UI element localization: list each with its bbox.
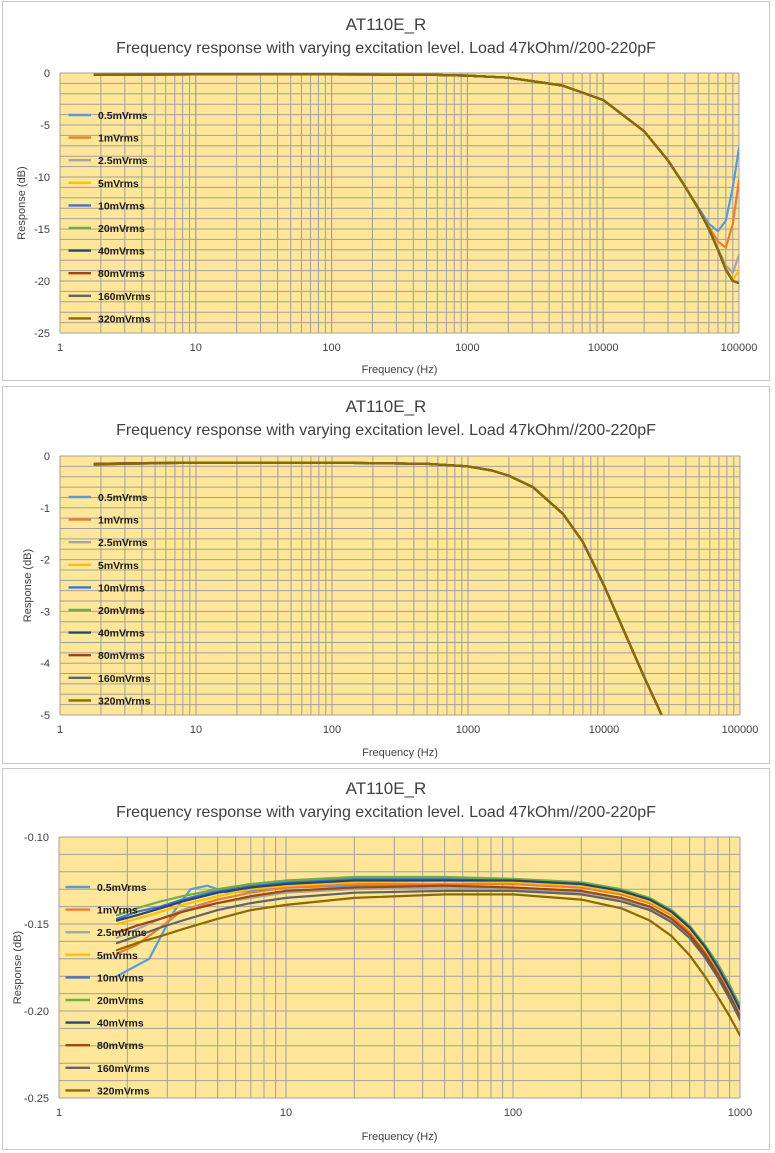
y-tick-label: -2 (40, 555, 50, 567)
y-axis-label: Response (dB) (12, 931, 24, 1004)
chart-title: AT110E_R (346, 779, 427, 798)
plot-area (60, 456, 740, 715)
x-tick-label: 100000 (721, 342, 758, 354)
series-line-160mVrms (115, 889, 740, 1021)
y-tick-label: -5 (40, 120, 50, 132)
legend-label: 80mVrms (98, 650, 145, 662)
legend-label: 5mVrms (98, 560, 139, 572)
x-tick-label: 10 (280, 1107, 292, 1119)
x-tick-label: 10000 (588, 342, 619, 354)
x-tick-label: 100 (323, 724, 341, 736)
legend-label: 0.5mVrms (98, 492, 148, 504)
x-axis-label: Frequency (Hz) (362, 364, 438, 376)
x-tick-label: 100 (504, 1107, 522, 1119)
series-group (115, 875, 740, 1037)
y-tick-label: -15 (34, 224, 50, 236)
legend-label: 20mVrms (98, 605, 145, 617)
x-tick-label: 1000 (456, 724, 480, 736)
x-tick-label: 10 (190, 724, 202, 736)
series-group (93, 73, 739, 285)
series-line-320mVrms (93, 461, 663, 715)
y-tick-label: -10 (34, 172, 50, 184)
chart-svg-2: AT110E_R Frequency response with varying … (22, 397, 759, 759)
legend-label: 5mVrms (97, 950, 138, 962)
chart-panel-3: AT110E_R Frequency response with varying … (2, 768, 770, 1150)
legend-label: 5mVrms (98, 178, 139, 190)
y-tick-label: -1 (40, 503, 50, 515)
legend-label: 0.5mVrms (98, 110, 148, 122)
legend-label: 2.5mVrms (97, 927, 147, 939)
chart-subtitle: Frequency response with varying excitati… (116, 804, 656, 821)
y-tick-label: -20 (34, 276, 50, 288)
y-tick-label: -3 (40, 606, 50, 618)
series-line-320mVrms (93, 73, 739, 285)
y-tick-label: 0 (44, 451, 50, 463)
y-tick-label: -25 (34, 328, 50, 340)
legend-label: 10mVrms (98, 200, 145, 212)
chart-title: AT110E_R (346, 397, 427, 416)
chart-svg-1: AT110E_R Frequency response with varying … (16, 15, 758, 376)
y-tick-label: -4 (40, 658, 50, 670)
legend-label: 10mVrms (98, 582, 145, 594)
legend-label: 10mVrms (97, 972, 144, 984)
x-axis-label: Frequency (Hz) (362, 747, 438, 759)
plot-area (60, 73, 739, 333)
chart-subtitle: Frequency response with varying excitati… (116, 422, 656, 439)
chart-panel-2: AT110E_R Frequency response with varying … (2, 386, 770, 764)
y-tick-label: -0.20 (24, 1006, 49, 1018)
y-axis-label: Response (dB) (22, 549, 34, 622)
legend-label: 160mVrms (98, 673, 151, 685)
chart-title: AT110E_R (346, 15, 427, 34)
legend: 0.5mVrms 1mVrms 2.5mVrms 5mVrms 10mVrms 20mVr… (68, 492, 151, 707)
y-tick-label: 0 (44, 68, 50, 80)
legend-label: 0.5mVrms (97, 882, 147, 894)
legend-label: 320mVrms (98, 695, 151, 707)
x-tick-label: 1000 (455, 342, 479, 354)
y-tick-label: -0.10 (24, 832, 49, 844)
legend: 0.5mVrms 1mVrms 2.5mVrms 5mVrms 10mVrms 20mVr… (65, 882, 150, 1097)
legend-label: 1mVrms (97, 905, 138, 917)
legend-label: 320mVrms (97, 1085, 150, 1097)
legend-label: 80mVrms (98, 268, 145, 280)
series-line-320mVrms (115, 893, 740, 1037)
chart-subtitle: Frequency response with varying excitati… (116, 40, 656, 57)
chart-svg-3: AT110E_R Frequency response with varying … (12, 779, 752, 1143)
gridlines (59, 72, 740, 334)
legend-label: 20mVrms (97, 995, 144, 1007)
legend-label: 40mVrms (98, 628, 145, 640)
y-tick-label: -0.25 (24, 1093, 49, 1105)
legend-label: 20mVrms (98, 223, 145, 235)
x-tick-label: 100000 (722, 724, 759, 736)
legend-label: 2.5mVrms (98, 537, 148, 549)
x-tick-label: 1000 (728, 1107, 752, 1119)
y-tick-label: -0.15 (24, 919, 49, 931)
legend-label: 80mVrms (97, 1040, 144, 1052)
series-line-40mVrms (115, 879, 740, 1011)
legend-label: 1mVrms (98, 133, 139, 145)
x-tick-label: 1 (56, 1107, 62, 1119)
x-tick-label: 1 (57, 724, 63, 736)
y-tick-label: -5 (40, 710, 50, 722)
gridlines (58, 836, 741, 1099)
series-group (93, 461, 663, 715)
chart-panel-1: AT110E_R Frequency response with varying … (2, 1, 770, 381)
legend-label: 40mVrms (97, 1018, 144, 1030)
x-axis-label: Frequency (Hz) (362, 1131, 438, 1143)
y-axis-label: Response (dB) (16, 166, 28, 239)
legend-label: 160mVrms (97, 1063, 150, 1075)
gridlines (59, 455, 741, 716)
x-tick-label: 10000 (589, 724, 620, 736)
legend-label: 1mVrms (98, 515, 139, 527)
legend-label: 2.5mVrms (98, 155, 148, 167)
x-tick-label: 1 (57, 342, 63, 354)
x-tick-label: 100 (322, 342, 340, 354)
legend-label: 320mVrms (98, 313, 151, 325)
series-line-80mVrms (115, 884, 740, 1018)
legend-label: 160mVrms (98, 291, 151, 303)
legend-label: 40mVrms (98, 246, 145, 258)
x-tick-label: 10 (190, 342, 202, 354)
legend: 0.5mVrms 1mVrms 2.5mVrms 5mVrms 10mVrms 20mVr… (68, 110, 151, 325)
